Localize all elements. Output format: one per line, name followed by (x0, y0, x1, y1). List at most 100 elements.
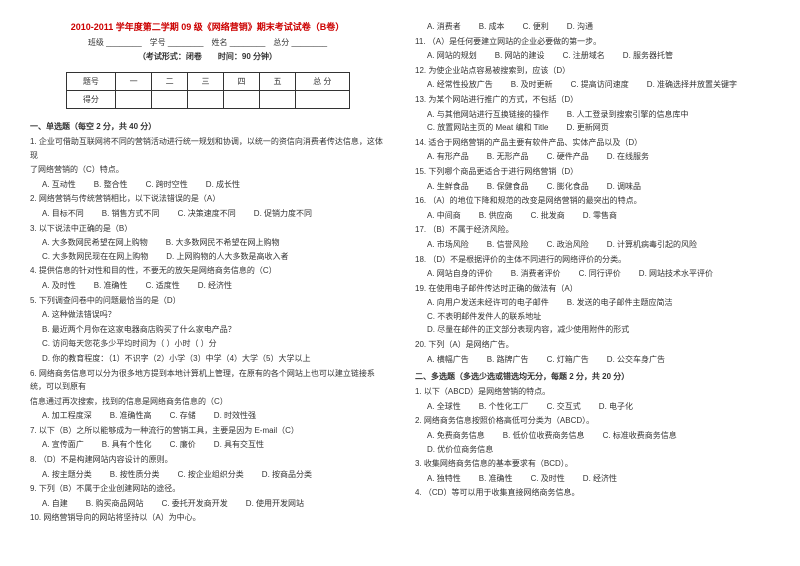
question-options: A. 自建B. 购买商品网站C. 委托开发商开发D. 使用开发网站 (30, 497, 385, 511)
option: A. 宣传面广 (42, 438, 84, 452)
question-text: 4. （CD）等可以用于收集直接网络商务信息。 (415, 486, 770, 500)
option: D. 经济性 (198, 279, 232, 293)
question-options: A. 市场风险B. 信誉风险C. 政治风险D. 计算机病毒引起的风险 (415, 238, 770, 252)
option: B. 无形产品 (487, 150, 529, 164)
question-text: 2. 网络营销与传统营销相比，以下说法错误的是（A） (30, 192, 385, 206)
option: A. 全球性 (427, 400, 461, 414)
option: C. 膨化食品 (547, 180, 589, 194)
question-text: 10. 网络营销导向的网站将坚持以（A）为中心。 (30, 511, 385, 525)
option: A. 有形产品 (427, 150, 469, 164)
question-options: A. 目标不同B. 销售方式不同C. 决策速度不同D. 促销力度不同 (30, 207, 385, 221)
option: B. 及时更新 (511, 78, 553, 92)
question-text: 14. 适合于网络营销的产品主要有软件产品、实体产品以及（D） (415, 136, 770, 150)
option: D. 零售商 (583, 209, 617, 223)
option: B. 供应商 (479, 209, 513, 223)
option: B. 销售方式不同 (102, 207, 160, 221)
option: B. 个性化工厂 (479, 400, 529, 414)
question-options: A. 全球性 B. 个性化工厂 C. 交互式 D. 电子化 (415, 400, 770, 414)
question-options: A. 网站自身的评价B. 消费者评价C. 同行评价D. 网站技术水平评价 (415, 267, 770, 281)
question-text: 4. 提供信息的针对性和目的性，不要无的放矢是网络商务信息的（C） (30, 264, 385, 278)
option: D. 准确选择并放置关键字 (647, 78, 737, 92)
option: D. 调味品 (607, 180, 641, 194)
option: B. 准确性 (94, 279, 128, 293)
option: C. 廉价 (170, 438, 196, 452)
score-table: 题号 一 二 三 四 五 总 分 得分 (66, 72, 350, 109)
question-option: B. 最近两个月你在这家电器商店购买了什么家电产品？ (30, 323, 385, 337)
option: C. 不表明邮件发件人的联系地址 (427, 310, 541, 324)
option: A. 向用户发送未经许可的电子邮件 (427, 296, 549, 310)
question-options: A. 网站的规划B. 网站的建设C. 注册域名D. 服务器托管 (415, 49, 770, 63)
question-text: 8. （D）不是构建网站内容设计的原则。 (30, 453, 385, 467)
option: D. 按商品分类 (262, 468, 312, 482)
option: D. 经济性 (583, 472, 617, 486)
question-options: A. 向用户发送未经许可的电子邮件 B. 发送的电子邮件主题应简洁 C. 不表明邮件… (415, 296, 770, 337)
question-options: A. 大多数网民希望在网上购物B. 大多数网民不希望在网上购物C. 大多数网民现… (30, 236, 385, 263)
option: A. 经常性投放广告 (427, 78, 493, 92)
option: C. 批发商 (531, 209, 565, 223)
question-option: A. 这种做法错误吗？ (30, 308, 385, 322)
question-text: 5. 下列调查问卷中的问题最恰当的是（D） (30, 294, 385, 308)
option: A. 横幅广告 (427, 353, 469, 367)
question-text: 6. 网络商务信息可以分为很多地方提到本地计算机上管理，在原有的各个网站上也可以… (30, 367, 385, 394)
option: C. 交互式 (547, 400, 581, 414)
option: D. 公交车身广告 (607, 353, 665, 367)
option: C. 标准收费商务信息 (603, 429, 677, 443)
row-label: 得分 (66, 91, 116, 109)
option: B. 发送的电子邮件主题应简洁 (567, 296, 673, 310)
option: B. 网站的建设 (495, 49, 545, 63)
option: D. 服务器托管 (623, 49, 673, 63)
th-2: 二 (152, 73, 188, 91)
option: C. 提高访问速度 (571, 78, 629, 92)
question-text: 3. 以下说法中正确的是（B） (30, 222, 385, 236)
option: B. 路牌广告 (487, 353, 529, 367)
option: B. 整合性 (94, 178, 128, 192)
option: B. 成本 (479, 20, 505, 34)
option: A. 中间商 (427, 209, 461, 223)
option: D. 成长性 (206, 178, 240, 192)
option: B. 大多数网民不希望在网上购物 (166, 236, 280, 250)
option: D. 更新网页 (567, 121, 609, 135)
option: D. 计算机病毒引起的风险 (607, 238, 697, 252)
option: C. 决策速度不同 (178, 207, 236, 221)
option: D. 在线服务 (607, 150, 649, 164)
option: D. 网站技术水平评价 (639, 267, 713, 281)
question-text: 1. 以下（ABCD）是网络营销的特点。 (415, 385, 770, 399)
option: A. 生鲜食品 (427, 180, 469, 194)
option: C. 按企业组织分类 (178, 468, 244, 482)
option: D. 具有交互性 (214, 438, 264, 452)
section2-title: 二、多选题（多选少选或错选均无分，每题 2 分，共 20 分） (415, 371, 770, 382)
question-text: 12. 为使企业站点容易被搜索到，应该（D） (415, 64, 770, 78)
question-text: 7. 以下（B）之所以能够成为一种流行的营销工具，主要是因为 E-mail（C） (30, 424, 385, 438)
option: B. 准确性高 (110, 409, 152, 423)
th-0: 题号 (66, 73, 116, 91)
question-text: 15. 下列哪个商品更适合于进行网络营销（D） (415, 165, 770, 179)
question-cont: 信息通过再次搜索，找到的信息是网络商务信息的（C） (30, 395, 385, 409)
option: A. 消费者 (427, 20, 461, 34)
option: C. 适度性 (146, 279, 180, 293)
question-text: 11. （A）是任何要建立网站的企业必要做的第一步。 (415, 35, 770, 49)
option: B. 购买商品网站 (86, 497, 144, 511)
question-options: A. 加工程度深B. 准确性高C. 存储D. 时效性强 (30, 409, 385, 423)
exam-format: （考试形式：闭卷 时间：90 分钟） (30, 51, 385, 62)
question-option: D. 你的教育程度：（1）不识字（2）小学（3）中学（4）大学（5）大学以上 (30, 352, 385, 366)
question-options: A. 免费商务信息B. 低价位收费商务信息C. 标准收费商务信息D. 优价位商务… (415, 429, 770, 456)
question-text: 3. 收集网络商务信息的基本要求有（BCD）。 (415, 457, 770, 471)
option: D. 促销力度不同 (254, 207, 312, 221)
right-questions: A. 消费者B. 成本C. 便利D. 沟通11. （A）是任何要建立网站的企业必… (415, 20, 770, 367)
question-text: 20. 下列（A）是网络广告。 (415, 338, 770, 352)
option: D. 电子化 (599, 400, 633, 414)
th-3: 三 (188, 73, 224, 91)
question-options: A. 生鲜食品B. 保健食品C. 膨化食品D. 调味品 (415, 180, 770, 194)
question-text: 17. （B）不属于经济风险。 (415, 223, 770, 237)
option: A. 及时性 (42, 279, 76, 293)
question-text: 1. 企业可借助互联网将不同的营销活动进行统一规划和协调，以统一的资信向消费者传… (30, 135, 385, 162)
option: A. 网站的规划 (427, 49, 477, 63)
question-options: A. 及时性 B. 准确性 C. 适度性 D. 经济性 (30, 279, 385, 293)
option: B. 信誉风险 (487, 238, 529, 252)
question-text: 19. 在使用电子邮件传达时正确的做法有（A） (415, 282, 770, 296)
option: D. 时效性强 (214, 409, 256, 423)
question-option: C. 访问每天您花多少平均时间为（ ）小时（ ）分 (30, 337, 385, 351)
option: A. 互动性 (42, 178, 76, 192)
option: A. 免费商务信息 (427, 429, 485, 443)
question-text: 9. 下列（B）不属于企业创建网站的途径。 (30, 482, 385, 496)
